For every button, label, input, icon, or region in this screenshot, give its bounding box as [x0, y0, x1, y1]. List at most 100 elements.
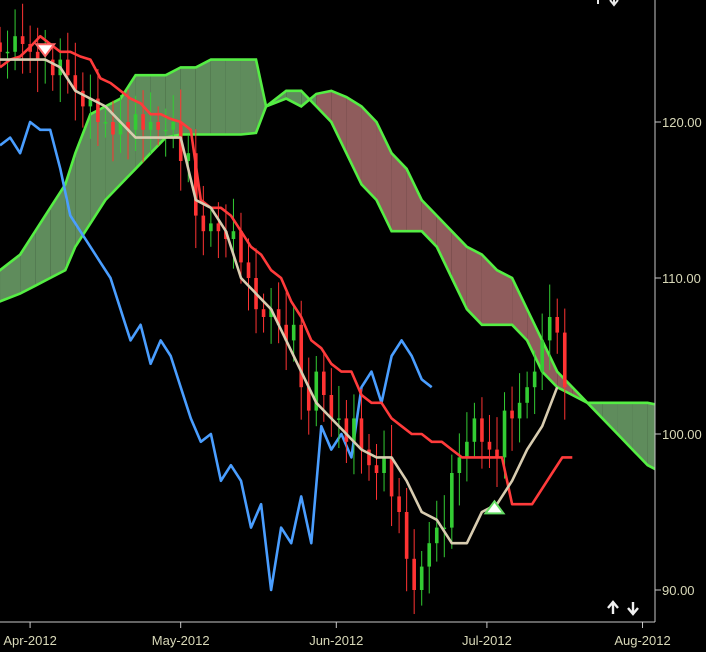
cloud-segment: [20, 231, 36, 294]
candle-body: [118, 122, 123, 135]
candle-body: [13, 36, 17, 52]
candle-body: [412, 558, 416, 590]
candle-body: [525, 387, 529, 403]
candle: [442, 495, 447, 558]
cloud-segment: [90, 106, 106, 224]
candle-body: [239, 231, 243, 263]
up-down-arrows-icon[interactable]: [594, 0, 619, 7]
candle: [96, 68, 100, 147]
cloud-segment: [195, 59, 211, 135]
candle: [216, 202, 221, 259]
cloud-segment: [602, 402, 618, 434]
candle: [547, 284, 552, 371]
candle: [397, 477, 401, 534]
candle: [239, 212, 243, 284]
candle: [141, 90, 145, 163]
buy-signal-marker[interactable]: [483, 499, 506, 515]
candle: [65, 32, 70, 94]
chikou-line: [0, 120, 433, 592]
candle-body: [5, 51, 10, 54]
cloud-segment: [346, 97, 362, 185]
candle-body: [502, 410, 507, 458]
y-tick-label: 90.00: [662, 583, 695, 598]
candle-body: [367, 449, 371, 466]
cloud-segment: [391, 153, 407, 232]
x-tick-label: Aug-2012: [614, 633, 670, 648]
candle-body: [442, 527, 447, 530]
candle: [81, 72, 85, 128]
candle: [412, 529, 416, 615]
cloud-segment: [331, 90, 347, 154]
candle-body: [510, 410, 514, 419]
sell-signal-marker[interactable]: [34, 43, 57, 58]
candle: [103, 106, 108, 138]
candle: [374, 443, 379, 500]
candle: [209, 207, 213, 247]
candle-body: [306, 387, 311, 411]
cloud-segment: [497, 270, 513, 325]
cloud-segment: [75, 114, 91, 247]
candle-body: [148, 122, 153, 130]
candle-body: [216, 223, 221, 232]
candle: [540, 313, 544, 391]
up-down-arrows-icon[interactable]: [607, 600, 639, 616]
cloud-segment: [180, 67, 196, 135]
candle: [525, 371, 529, 419]
cloud-segment: [286, 90, 302, 107]
candle-body: [480, 418, 484, 442]
candle-body: [231, 231, 236, 239]
plot-area[interactable]: [0, 3, 706, 615]
candle: [276, 282, 281, 344]
cloud-segment: [451, 231, 467, 310]
candle: [532, 350, 537, 415]
candle-body: [156, 122, 160, 130]
candle-body: [96, 98, 100, 122]
candle: [246, 238, 251, 311]
candle: [427, 521, 432, 594]
candle-body: [0, 42, 2, 52]
axes: [0, 0, 656, 623]
candle: [555, 298, 560, 354]
candle-body: [20, 36, 25, 44]
candle-body: [261, 309, 266, 317]
candle-body: [171, 122, 176, 130]
cloud-segment: [466, 246, 482, 325]
candle: [5, 30, 10, 79]
candle-body: [141, 114, 145, 130]
candle-body: [329, 395, 334, 419]
candle-body: [81, 90, 85, 107]
candle: [269, 287, 273, 344]
candle: [389, 424, 394, 527]
candle-body: [209, 223, 213, 232]
candle-body: [73, 75, 78, 91]
x-tick-label: Jul-2012: [462, 633, 512, 648]
candle-body: [103, 122, 108, 124]
cloud-segment: [240, 59, 257, 135]
tenkan-line: [0, 34, 573, 506]
candle: [201, 185, 206, 256]
cloud-segment: [50, 184, 66, 278]
candle: [337, 385, 341, 449]
candle: [50, 44, 55, 91]
candle: [419, 551, 424, 606]
candle: [118, 95, 123, 153]
x-tick-label: May-2012: [152, 633, 210, 648]
cloud-segment: [406, 168, 422, 232]
candle-body: [126, 122, 130, 130]
cloud-segment: [376, 122, 392, 232]
candle-body: [284, 324, 288, 341]
candle-body: [374, 465, 379, 473]
cloud-segment: [527, 309, 543, 372]
candle: [73, 42, 78, 121]
cloud-segment: [225, 59, 241, 135]
cloud-segment: [481, 254, 497, 325]
candle-body: [389, 457, 394, 497]
cloud-lower-line: [0, 89, 655, 471]
candle-body: [457, 457, 462, 473]
candle-body: [465, 441, 469, 458]
candle-body: [269, 309, 273, 317]
candle-body: [337, 418, 341, 420]
candle-body: [352, 418, 356, 442]
